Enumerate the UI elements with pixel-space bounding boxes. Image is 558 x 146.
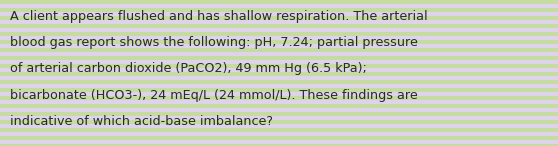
Bar — [0, 104, 558, 108]
Bar — [0, 60, 558, 64]
Bar — [0, 32, 558, 36]
Bar — [0, 72, 558, 76]
Bar — [0, 40, 558, 44]
Bar — [0, 136, 558, 140]
Bar — [0, 24, 558, 28]
Bar — [0, 140, 558, 144]
Bar — [0, 16, 558, 20]
Bar — [0, 108, 558, 112]
Bar — [0, 112, 558, 116]
Bar — [0, 56, 558, 60]
Bar — [0, 64, 558, 68]
Bar — [0, 100, 558, 104]
Bar — [0, 52, 558, 56]
Bar — [0, 76, 558, 80]
Bar — [0, 12, 558, 16]
Bar — [0, 4, 558, 8]
Bar — [0, 36, 558, 40]
Bar — [0, 8, 558, 12]
Text: bicarbonate (HCO3-), 24 mEq/L (24 mmol/L). These findings are: bicarbonate (HCO3-), 24 mEq/L (24 mmol/L… — [10, 89, 418, 102]
Text: indicative of which acid-base imbalance?: indicative of which acid-base imbalance? — [10, 115, 273, 128]
Bar — [0, 132, 558, 136]
Bar — [0, 128, 558, 132]
Bar — [0, 120, 558, 124]
Bar — [0, 84, 558, 88]
Text: blood gas report shows the following: pH, 7.24; partial pressure: blood gas report shows the following: pH… — [10, 36, 418, 49]
Bar — [0, 28, 558, 32]
Bar — [0, 48, 558, 52]
Text: of arterial carbon dioxide (PaCO2), 49 mm Hg (6.5 kPa);: of arterial carbon dioxide (PaCO2), 49 m… — [10, 62, 367, 75]
Bar — [0, 68, 558, 72]
Bar — [0, 124, 558, 128]
Bar — [0, 80, 558, 84]
Bar — [0, 20, 558, 24]
Bar — [0, 116, 558, 120]
Bar — [0, 96, 558, 100]
Bar — [0, 88, 558, 92]
Bar — [0, 0, 558, 4]
Bar — [0, 92, 558, 96]
Bar — [0, 144, 558, 146]
Text: A client appears flushed and has shallow respiration. The arterial: A client appears flushed and has shallow… — [10, 10, 427, 23]
Bar — [0, 44, 558, 48]
